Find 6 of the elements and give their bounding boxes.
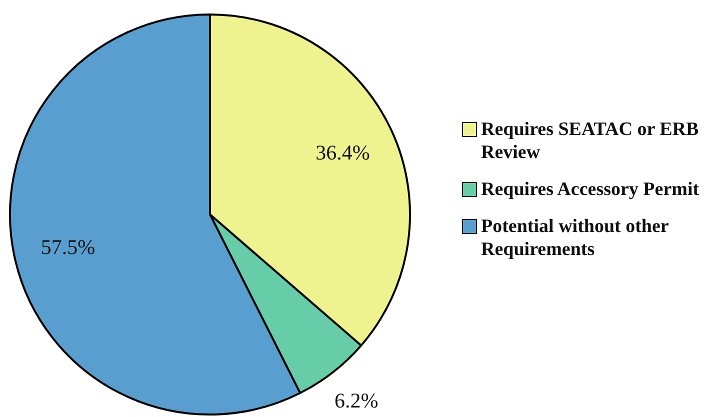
legend-label: Potential without other Requirements [481, 215, 670, 261]
data-label: 57.5% [40, 234, 96, 259]
data-label: 6.2% [334, 388, 378, 413]
legend-label: Requires SEATAC or ERB Review [481, 118, 700, 164]
legend-label: Requires Accessory Permit [481, 178, 700, 201]
data-label: 36.4% [316, 140, 370, 164]
